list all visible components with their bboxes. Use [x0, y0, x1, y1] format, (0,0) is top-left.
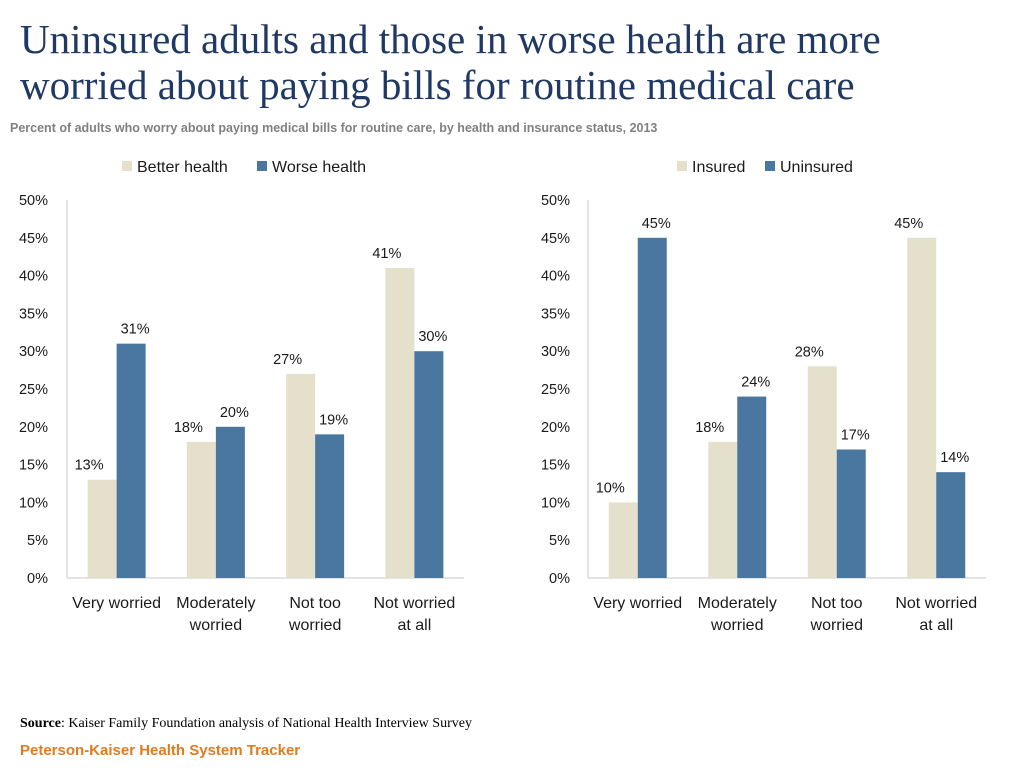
legend-label-worse-health: Worse health [272, 159, 366, 176]
page-title: Uninsured adults and those in worse heal… [20, 16, 881, 108]
data-label: 13% [75, 458, 104, 474]
bar-better-health [286, 373, 316, 578]
data-label: 14% [940, 450, 969, 466]
x-tick-label: Moderately [176, 595, 255, 612]
x-tick-label: Very worried [72, 595, 161, 612]
source-note: Source: Kaiser Family Foundation analysi… [20, 716, 472, 732]
bar-worse-health [116, 343, 146, 578]
data-label: 20% [220, 405, 249, 421]
bar-uninsured [836, 449, 866, 578]
x-tick-label: Not worried [895, 595, 977, 612]
legend-swatch-uninsured [765, 161, 775, 171]
chart-subtitle: Percent of adults who worry about paying… [10, 121, 658, 135]
bar-better-health [385, 268, 415, 578]
legend-swatch-insured [677, 161, 687, 171]
bar-better-health [87, 479, 117, 578]
legend-swatch-better-health [122, 161, 132, 171]
y-tick-label: 0% [549, 571, 570, 587]
bar-uninsured [936, 472, 966, 578]
charts-canvas: Better health Worse health 0% 5% 10% 15% 20% 25… [19, 159, 986, 634]
data-label: 18% [174, 420, 203, 436]
data-label: 30% [418, 329, 447, 345]
bar-insured [608, 502, 638, 578]
y-tick-label: 20% [541, 420, 570, 436]
y-tick-label: 10% [541, 495, 570, 511]
x-tick-label: at all [397, 617, 431, 634]
x-tick-label: Not worried [373, 595, 455, 612]
x-tick-label: Very worried [593, 595, 682, 612]
y-tick-label: 5% [27, 533, 48, 549]
data-label: 45% [894, 216, 923, 232]
y-tick-label: 20% [19, 420, 48, 436]
source-label: Source [20, 716, 61, 731]
legend-label-better-health: Better health [137, 159, 228, 176]
data-label: 41% [372, 246, 401, 262]
bar-worse-health [215, 426, 245, 578]
data-label: 18% [695, 420, 724, 436]
bar-better-health [186, 441, 216, 578]
bar-insured [708, 441, 738, 578]
y-tick-label: 45% [19, 231, 48, 247]
bar-uninsured [637, 237, 667, 579]
bar-insured [807, 366, 837, 578]
data-label: 28% [795, 344, 824, 360]
x-tick-label: worried [288, 617, 341, 634]
bar-uninsured [737, 396, 767, 578]
y-tick-label: 40% [541, 269, 570, 285]
data-label: 27% [273, 352, 302, 368]
data-label: 31% [121, 322, 150, 338]
x-tick-label: worried [810, 617, 863, 634]
x-tick-label: Not too [289, 595, 341, 612]
data-label: 10% [596, 480, 625, 496]
y-tick-label: 40% [19, 269, 48, 285]
legend-swatch-worse-health [257, 161, 267, 171]
x-tick-label: worried [710, 617, 763, 634]
data-label: 45% [642, 216, 671, 232]
y-tick-label: 10% [19, 495, 48, 511]
bar-insured [907, 237, 937, 579]
y-tick-label: 5% [549, 533, 570, 549]
y-tick-label: 30% [19, 344, 48, 360]
x-tick-label: at all [919, 617, 953, 634]
x-tick-label: Not too [811, 595, 863, 612]
source-text: : Kaiser Family Foundation analysis of N… [60, 716, 472, 731]
y-tick-label: 25% [19, 382, 48, 398]
y-tick-label: 15% [19, 458, 48, 474]
data-label: 17% [841, 427, 870, 443]
y-tick-label: 15% [541, 458, 570, 474]
data-label: 19% [319, 412, 348, 428]
x-tick-label: Moderately [698, 595, 777, 612]
x-tick-label: worried [189, 617, 242, 634]
bar-worse-health [414, 351, 444, 578]
data-label: 24% [741, 375, 770, 391]
y-tick-label: 50% [541, 193, 570, 209]
legend-label-uninsured: Uninsured [780, 159, 853, 176]
y-tick-label: 50% [19, 193, 48, 209]
bar-worse-health [315, 434, 345, 578]
y-tick-label: 0% [27, 571, 48, 587]
y-tick-label: 35% [19, 306, 48, 322]
tracker-brand: Peterson-Kaiser Health System Tracker [20, 742, 301, 759]
y-tick-label: 25% [541, 382, 570, 398]
y-tick-label: 45% [541, 231, 570, 247]
y-tick-label: 30% [541, 344, 570, 360]
y-tick-label: 35% [541, 306, 570, 322]
legend-label-insured: Insured [692, 159, 745, 176]
